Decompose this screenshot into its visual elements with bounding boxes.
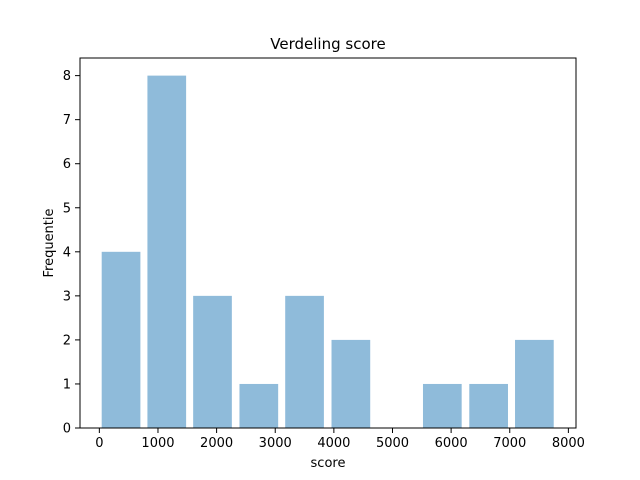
x-tick-label: 4000 [317,436,350,451]
y-tick-label: 2 [63,333,71,348]
y-tick-label: 3 [63,289,71,304]
x-tick-label: 8000 [552,436,585,451]
bar-9 [515,339,554,428]
y-tick-label: 0 [63,422,71,437]
bar-2 [193,295,232,428]
y-tick-label: 8 [63,69,71,84]
plot-frame [79,57,577,429]
x-axis-label: score [311,456,346,471]
x-tick-label: 2000 [200,436,233,451]
x-tick-label: 0 [95,436,103,451]
y-tick-label: 5 [63,201,71,216]
bar-3 [239,383,279,428]
bar-4 [285,295,324,428]
bar-8 [469,383,508,428]
x-axis-ticks: 0 1000 2000 3000 4000 5000 6000 7000 8000 [95,428,585,451]
bar-5 [331,339,371,428]
x-tick-label: 7000 [493,436,526,451]
x-tick-label: 1000 [141,436,174,451]
x-tick-label: 6000 [435,436,468,451]
y-tick-label: 7 [63,113,71,128]
y-tick-label: 4 [63,245,71,260]
chart-title: Verdeling score [270,35,385,53]
x-tick-label: 3000 [259,436,292,451]
bars-group [101,75,554,428]
y-axis-label: Frequentie [42,208,57,277]
bar-7 [422,383,462,428]
x-tick-label: 5000 [376,436,409,451]
bar-0 [101,251,141,428]
y-tick-label: 1 [63,377,71,392]
bar-1 [147,75,187,428]
y-axis-ticks: 0 1 2 3 4 5 6 7 8 [63,69,80,437]
y-tick-label: 6 [63,157,71,172]
